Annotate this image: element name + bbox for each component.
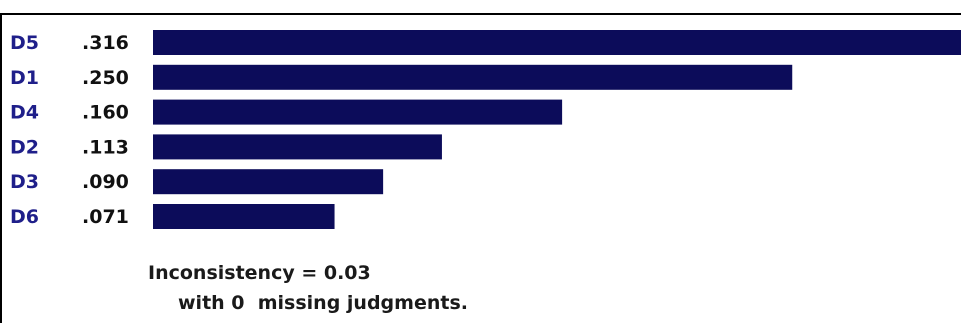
category-label-d4: D4 [10, 102, 39, 124]
bar-d1 [153, 64, 793, 90]
inconsistency-text: Inconsistency = 0.03 [148, 262, 371, 284]
category-label-d2: D2 [10, 136, 39, 158]
bar-d3 [153, 169, 384, 195]
bar-d6 [153, 204, 335, 229]
bar-d4 [153, 99, 563, 125]
value-label-d2: .113 [82, 136, 129, 158]
value-label-d1: .250 [82, 67, 129, 89]
value-label-d6: .071 [82, 206, 129, 228]
bar-d2 [153, 134, 442, 160]
category-label-d6: D6 [10, 206, 39, 228]
value-label-d5: .316 [82, 32, 129, 54]
missing-judgments-text: with 0 missing judgments. [178, 292, 468, 314]
bar-d5 [153, 30, 961, 55]
category-label-d5: D5 [10, 32, 39, 54]
category-label-d3: D3 [10, 171, 39, 193]
value-label-d4: .160 [82, 102, 129, 124]
chart-frame [0, 13, 961, 323]
category-label-d1: D1 [10, 67, 39, 89]
value-label-d3: .090 [82, 171, 129, 193]
